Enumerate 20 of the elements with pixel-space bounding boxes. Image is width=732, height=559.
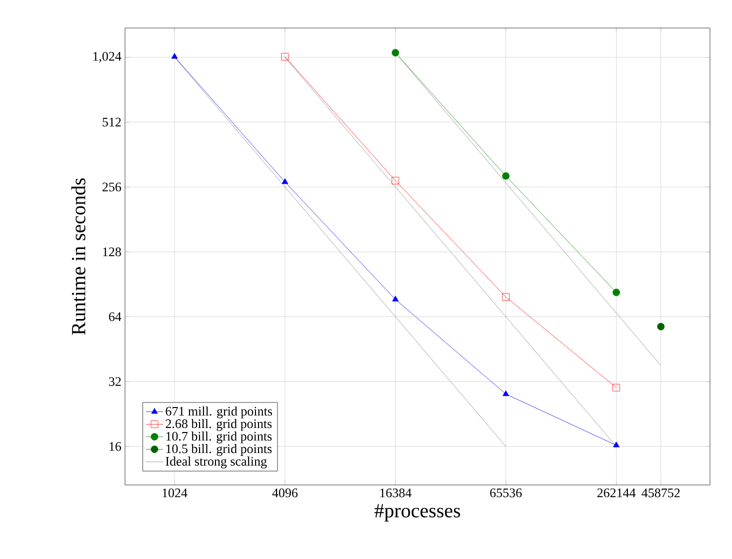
legend-label: 2.68 bill. grid points <box>166 419 272 431</box>
x-tick-label: 65536 <box>490 488 522 498</box>
y-tick-label: 32 <box>109 377 121 386</box>
y-tick-label: 512 <box>102 118 121 126</box>
x-tick-label: 458752 <box>642 488 680 498</box>
x-axis-title: #processes <box>374 504 460 522</box>
y-tick-label: 1,024 <box>93 52 122 63</box>
legend-label: 10.5 bill. grid points <box>166 444 272 456</box>
x-tick-label: 16384 <box>380 488 412 498</box>
y-tick-label: 128 <box>103 247 121 256</box>
y-tick-label: 256 <box>102 182 122 192</box>
y-tick-label: 16 <box>110 442 122 451</box>
x-tick-label: 262144 <box>597 488 636 498</box>
legend-label: 671 mill. grid points <box>166 406 272 418</box>
y-axis-title: Runtime in seconds <box>71 178 86 335</box>
legend-label: Ideal strong scaling <box>166 456 267 468</box>
legend-label: 10.7 bill. grid points <box>166 432 272 444</box>
x-tick-label: 1024 <box>162 488 188 498</box>
x-tick-label: 4096 <box>272 488 298 498</box>
y-tick-label: 64 <box>109 312 122 322</box>
